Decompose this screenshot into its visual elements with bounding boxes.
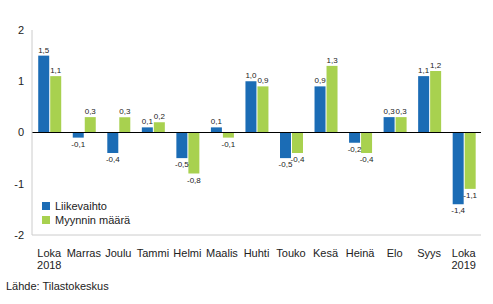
svg-text:-1,4: -1,4 [451,206,465,215]
svg-text:1,3: 1,3 [326,56,338,65]
svg-text:0,2: 0,2 [154,112,166,121]
svg-text:Marras: Marras [67,247,102,259]
svg-text:Elo: Elo [387,247,403,259]
svg-text:0: 0 [18,126,24,138]
svg-text:-0,4: -0,4 [106,155,120,164]
html-text:Lähde: Tilastokeskus: Lähde: Tilastokeskus [6,280,109,292]
svg-text:-0,5: -0,5 [278,160,293,170]
svg-text:1,2: 1,2 [430,61,442,70]
svg-text:Tammi: Tammi [137,247,169,259]
svg-text:-0,4: -0,4 [360,155,374,164]
svg-text:Loka2018: Loka2018 [37,247,62,270]
svg-text:Syys: Syys [417,247,441,259]
svg-text:Maalis: Maalis [206,247,238,259]
svg-text:Huhti: Huhti [244,247,270,259]
svg-text:0,3: 0,3 [384,107,396,116]
svg-text:-0,8: -0,8 [187,176,201,185]
svg-text:Heinä: Heinä [346,247,376,259]
svg-text:-0,1: -0,1 [71,140,85,149]
svg-text:0,9: 0,9 [257,76,269,85]
svg-text:-0,5: -0,5 [175,160,189,169]
svg-text:0,3: 0,3 [85,107,97,116]
html-text:Liikevaihto: Liikevaihto [55,200,107,212]
svg-text:-0,1: -0,1 [222,140,236,149]
svg-text:Loka2019: Loka2019 [451,247,476,270]
svg-text:Kesä: Kesä [313,247,339,259]
svg-text:-1,1: -1,1 [463,191,477,200]
svg-text:1,5: 1,5 [38,46,50,55]
svg-text:1,1: 1,1 [50,66,62,75]
svg-text:0,1: 0,1 [142,117,154,126]
svg-text:Joulu: Joulu [105,247,131,259]
svg-text:0,1: 0,1 [211,117,223,126]
svg-text:1,0: 1,0 [245,71,257,80]
svg-text:2: 2 [18,24,24,36]
svg-text:Touko: Touko [276,247,305,259]
svg-text:Helmi: Helmi [173,247,201,259]
html-text:Myynnin määrä: Myynnin määrä [55,214,131,226]
svg-text:-1: -1 [14,178,24,190]
svg-text:-0,4: -0,4 [291,155,305,164]
svg-text:-2: -2 [14,229,24,241]
svg-text:1: 1 [18,75,24,87]
svg-text:0,3: 0,3 [119,107,131,116]
svg-text:0,3: 0,3 [396,107,408,116]
svg-text:0,9: 0,9 [314,76,326,85]
svg-text:-0,2: -0,2 [348,145,362,154]
svg-text:1,1: 1,1 [418,66,430,75]
